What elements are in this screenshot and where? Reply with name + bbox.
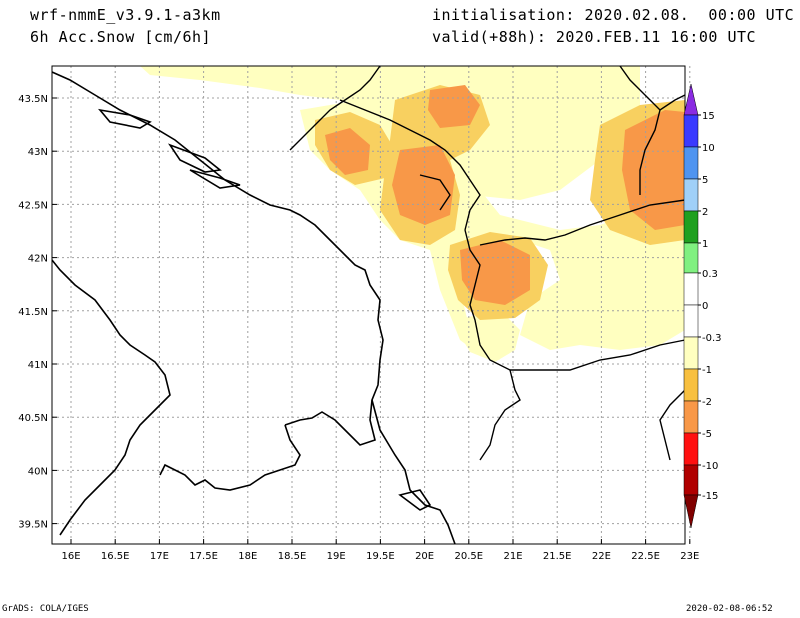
snow-area-orange-5 — [622, 110, 685, 230]
lat-tick-label: 39.5N — [18, 520, 48, 531]
colorbar-segment — [683, 464, 699, 496]
lon-tick-label: 19.5E — [366, 551, 395, 562]
snow-area-pale-south — [455, 310, 520, 362]
lon-tick-label: 18E — [238, 551, 257, 562]
colorbar-label: -1 — [702, 365, 712, 376]
lat-tick-label: 40.5N — [18, 413, 48, 424]
coastline-gulf-taranto — [159, 424, 301, 491]
lat-tick-label: 41N — [28, 360, 48, 371]
lon-tick-label: 21E — [503, 551, 522, 562]
footer-right: 2020-02-08-06:52 — [686, 604, 773, 614]
snow-area-orange-2 — [392, 145, 455, 225]
lat-tick-label: 41.5N — [18, 307, 48, 318]
lon-tick-label: 20E — [415, 551, 434, 562]
colorbar-label: 0 — [702, 301, 708, 312]
lat-tick-label: 42N — [28, 254, 48, 265]
lat-lon-grid — [52, 66, 691, 544]
border-7 — [479, 369, 521, 461]
coastlines — [51, 71, 456, 545]
border-3 — [419, 174, 451, 211]
coastline-adriatic-east — [51, 71, 384, 446]
colorbar-segment — [683, 304, 699, 338]
lat-tick-label: 42.5N — [18, 200, 48, 211]
border-8 — [619, 65, 686, 111]
snow-field — [140, 66, 685, 362]
lat-tick-labels: 43.5N 43N 42.5N 42N 41.5N 41N 40.5N 40N 39.5N — [18, 94, 48, 531]
lon-tick-label: 17E — [150, 551, 169, 562]
colorbar-label: 15 — [702, 111, 715, 122]
borders — [289, 65, 686, 461]
border-4 — [464, 229, 511, 371]
colorbar-label: -2 — [702, 397, 712, 408]
colorbar-label: 10 — [702, 143, 715, 154]
colorbar-segment — [683, 368, 699, 402]
colorbar-segment — [683, 336, 699, 370]
colorbar: 15 10 5 2 1 0.3 0 -0.3 -1 -2 -5 -10 -15 — [683, 83, 722, 529]
lon-tick-label: 16E — [61, 551, 80, 562]
colorbar-segment — [683, 146, 699, 180]
border-6 — [510, 339, 686, 371]
island-2 — [167, 143, 222, 173]
colorbar-segment — [683, 114, 699, 148]
lon-tick-label: 17.5E — [189, 551, 218, 562]
border-2 — [339, 99, 481, 231]
init-time: initialisation: 2020.02.08. 00:00 UTC — [432, 6, 795, 24]
snow-area-orange-3 — [428, 85, 480, 128]
colorbar-segment — [683, 272, 699, 306]
lon-tick-label: 21.5E — [543, 551, 572, 562]
island-3 — [189, 169, 241, 189]
border-1 — [289, 65, 381, 151]
lon-tick-label: 22E — [592, 551, 611, 562]
snow-area-pale-north — [140, 66, 640, 200]
colorbar-label: 0.3 — [702, 269, 718, 280]
colorbar-label: -5 — [702, 429, 712, 440]
colorbar-segment — [683, 210, 699, 244]
field-title: 6h Acc.Snow [cm/6h] — [30, 28, 212, 46]
colorbar-label: -15 — [702, 491, 718, 502]
colorbar-bottom-arrow — [683, 494, 699, 529]
lon-tick-label: 22.5E — [631, 551, 660, 562]
lon-tick-label: 16.5E — [101, 551, 130, 562]
model-title: wrf-nmmE_v3.9.1-a3km — [30, 6, 221, 24]
border-10 — [659, 389, 686, 461]
valid-time: valid(+88h): 2020.FEB.11 16:00 UTC — [432, 28, 757, 46]
island-4 — [398, 489, 432, 511]
colorbar-label: 1 — [702, 239, 708, 250]
colorbar-top-arrow — [683, 83, 699, 116]
coastline-greece-west — [371, 399, 456, 545]
colorbar-label: -0.3 — [702, 333, 722, 344]
lat-tick-label: 43N — [28, 147, 48, 158]
lon-tick-label: 19E — [327, 551, 346, 562]
colorbar-label: 2 — [702, 207, 708, 218]
lon-tick-label: 20.5E — [455, 551, 484, 562]
lon-tick-label: 18.5E — [278, 551, 307, 562]
colorbar-segment — [683, 242, 699, 274]
lon-tick-labels: 16E 16.5E 17E 17.5E 18E 18.5E 19E 19.5E 20E 20.5E… — [61, 551, 699, 562]
colorbar-label: -10 — [702, 461, 718, 472]
border-9 — [639, 109, 661, 195]
border-5 — [479, 199, 686, 246]
island-1 — [98, 108, 152, 129]
colorbar-segment — [683, 178, 699, 212]
coastline-italy — [51, 259, 171, 536]
colorbar-label: 5 — [702, 175, 708, 186]
footer-left: GrADS: COLA/IGES — [2, 604, 89, 614]
lat-tick-label: 40N — [28, 466, 48, 477]
colorbar-segment — [683, 400, 699, 434]
colorbar-segment — [683, 432, 699, 466]
lat-tick-label: 43.5N — [18, 94, 48, 105]
lon-tick-label: 23E — [680, 551, 699, 562]
